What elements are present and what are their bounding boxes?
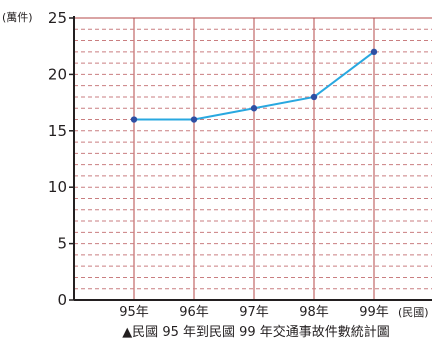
y-tick-label: 15 bbox=[48, 122, 67, 140]
x-axis-unit-label: (民國) bbox=[398, 306, 429, 319]
x-tick-labels: 95年 96年 97年 98年 99年 bbox=[119, 305, 389, 320]
grid bbox=[74, 17, 432, 300]
y-tick-label: 25 bbox=[48, 9, 67, 27]
data-point bbox=[190, 116, 198, 123]
data-points bbox=[130, 48, 378, 123]
x-tick-label: 96年 bbox=[179, 305, 209, 320]
x-tick-label: 98年 bbox=[299, 305, 329, 320]
data-point bbox=[250, 105, 258, 112]
chart-caption: ▲民國 95 年到民國 99 年交通事故件數統計圖 bbox=[122, 324, 390, 340]
data-point bbox=[310, 93, 318, 101]
x-tick-label: 99年 bbox=[359, 305, 389, 320]
x-tick-label: 97年 bbox=[239, 305, 269, 320]
y-tick-labels: 0 5 10 15 20 25 bbox=[48, 9, 74, 309]
y-axis-unit-label: (萬件) bbox=[2, 11, 33, 24]
y-tick-label: 10 bbox=[48, 178, 67, 196]
data-point bbox=[130, 116, 138, 123]
y-tick-label: 5 bbox=[57, 235, 67, 253]
data-point bbox=[370, 48, 378, 56]
y-tick-label: 0 bbox=[57, 291, 67, 309]
y-tick-label: 20 bbox=[48, 65, 67, 83]
x-tick-label: 95年 bbox=[119, 305, 149, 320]
axes bbox=[73, 16, 432, 301]
